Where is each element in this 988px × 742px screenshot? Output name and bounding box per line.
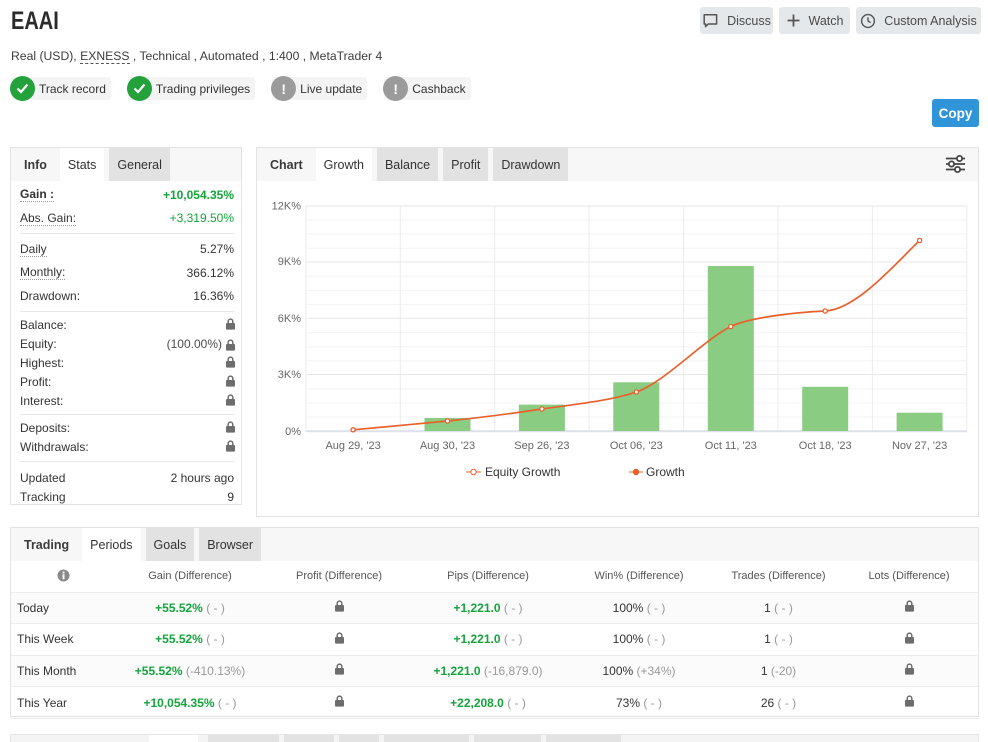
svg-text:Equity Growth: Equity Growth bbox=[485, 465, 560, 479]
svg-text:6K%: 6K% bbox=[278, 313, 301, 325]
svg-text:Sep 26, '23: Sep 26, '23 bbox=[514, 440, 569, 452]
svg-text:Growth: Growth bbox=[646, 465, 685, 479]
svg-text:Nov 27, '23: Nov 27, '23 bbox=[892, 440, 947, 452]
svg-text:Aug 30, '23: Aug 30, '23 bbox=[420, 440, 475, 452]
svg-text:Oct 06, '23: Oct 06, '23 bbox=[610, 440, 663, 452]
svg-text:Aug 29, '23: Aug 29, '23 bbox=[325, 440, 380, 452]
svg-text:9K%: 9K% bbox=[278, 256, 301, 268]
svg-text:Oct 11, '23: Oct 11, '23 bbox=[705, 440, 757, 452]
svg-text:Oct 18, '23: Oct 18, '23 bbox=[799, 440, 852, 452]
svg-text:0%: 0% bbox=[285, 426, 301, 438]
svg-text:3K%: 3K% bbox=[278, 369, 301, 381]
svg-text:12K%: 12K% bbox=[272, 201, 302, 213]
